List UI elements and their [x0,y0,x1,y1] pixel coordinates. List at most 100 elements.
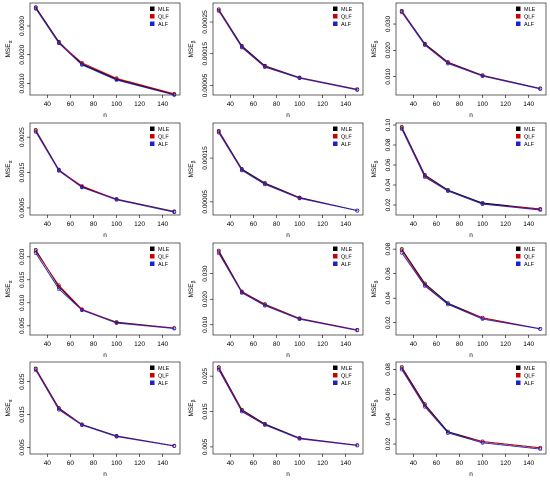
data-point-alf [114,197,119,202]
data-point-alf [56,287,61,291]
y-axis-label-main: MSE [5,163,12,178]
legend-swatch-qlf [516,14,521,19]
x-tick-label: 80 [456,341,464,348]
x-axis-label: n [469,352,473,359]
data-point-alf [172,326,177,331]
data-point-alf [216,367,221,372]
x-tick-label: 100 [477,101,488,108]
y-tick-label: 0.015 [202,403,209,420]
y-axis-label: MSEβ [188,40,197,57]
x-tick-label: 40 [227,221,235,228]
data-point-alf [399,250,404,255]
legend-label-alf: ALF [524,142,535,148]
x-tick-label: 100 [294,341,305,348]
legend-label-qlf: QLF [341,255,352,261]
y-tick-label: 0.00025 [202,10,209,34]
data-point-alf [56,41,61,46]
data-point-alf [114,321,119,325]
x-tick-label: 100 [111,221,122,228]
x-tick-label: 120 [317,221,328,228]
legend-label-qlf: QLF [158,135,169,141]
y-axis-label-subscript: β [191,399,197,402]
y-axis-label-subscript: β [191,280,197,283]
legend-label-qlf: QLF [158,15,169,21]
series-line-alf [401,369,541,450]
y-tick-label: 0.06 [385,158,392,171]
legend-swatch-mle [150,6,155,11]
y-tick-label: 0.025 [202,368,209,385]
legend-swatch-alf [150,380,155,385]
x-tick-label: 100 [477,221,488,228]
data-point-alf [422,175,427,179]
legend-label-mle: MLE [524,366,536,372]
plot-frame [395,122,547,216]
y-tick-label: 0.10 [385,118,392,131]
legend-swatch-mle [333,6,338,11]
data-point-alf [297,196,302,201]
x-tick-label: 140 [523,101,534,108]
x-tick-label: 120 [134,460,145,467]
data-point-qlf [33,249,38,254]
series-line-qlf [401,367,541,449]
x-tick-label: 40 [410,101,418,108]
series-line-alf [35,369,175,447]
y-axis-label-main: MSE [371,43,378,58]
data-point-qlf [399,248,404,253]
chart-panel-9: 40 60 80 100 120 140 n 0.02 0.04 0.06 0.08 MSEδ MLE Q… [371,242,547,359]
plot-frame [212,361,364,455]
x-tick-label: 60 [67,460,75,467]
legend-label-alf: ALF [158,381,169,387]
y-tick-label: 0.08 [385,363,392,376]
x-tick-label: 140 [340,460,351,467]
data-point-alf [263,423,267,427]
data-point-alf [399,10,404,15]
y-tick-label: 0.030 [385,16,392,33]
data-point-alf [33,129,38,134]
x-tick-label: 40 [44,460,52,467]
y-axis-label: MSEβ [188,280,197,297]
x-tick-label: 60 [67,341,75,348]
y-axis-label: MSEβ [188,399,197,416]
y-axis-label: MSEδ [371,40,380,57]
x-tick-label: 100 [111,101,122,108]
data-point-alf [216,130,221,135]
data-point-alf [33,6,38,11]
legend-label-alf: ALF [341,142,352,148]
x-tick-label: 140 [340,101,351,108]
y-tick-label: 0.02 [385,198,392,211]
x-axis-label: n [286,232,290,239]
data-point-alf [263,303,267,308]
chart-panel-7: 40 60 80 100 120 140 n 0.005 0.010 0.015 0.020 MSEα… [5,242,181,359]
data-point-qlf [56,283,61,288]
series-line-mle [218,9,358,90]
y-tick-label: 0.00005 [202,190,209,214]
legend-label-alf: ALF [524,22,535,28]
legend-label-alf: ALF [341,262,352,268]
legend-label-qlf: QLF [158,255,169,261]
x-tick-label: 140 [523,341,534,348]
x-tick-label: 80 [90,221,98,228]
plot-frame [29,361,181,455]
data-point-alf [80,423,84,427]
legend-label-alf: ALF [341,381,352,387]
data-point-alf [239,168,244,173]
legend-swatch-alf [516,380,521,385]
x-tick-label: 120 [317,341,328,348]
series-line-mle [35,368,175,447]
x-tick-label: 120 [317,460,328,467]
legend-label-mle: MLE [158,127,170,133]
y-axis-label-main: MSE [371,163,378,178]
data-point-qlf [538,445,543,450]
y-axis-label-main: MSE [371,283,378,298]
x-tick-label: 100 [111,460,122,467]
x-tick-label: 100 [477,460,488,467]
plot-frame [212,122,364,216]
y-tick-label: 0.02 [385,437,392,450]
x-tick-label: 60 [433,101,441,108]
series-line-alf [218,10,358,91]
legend-swatch-qlf [150,254,155,259]
y-axis-label-main: MSE [188,163,195,178]
data-point-alf [80,62,84,67]
x-tick-label: 140 [340,341,351,348]
legend-label-qlf: QLF [158,374,169,380]
